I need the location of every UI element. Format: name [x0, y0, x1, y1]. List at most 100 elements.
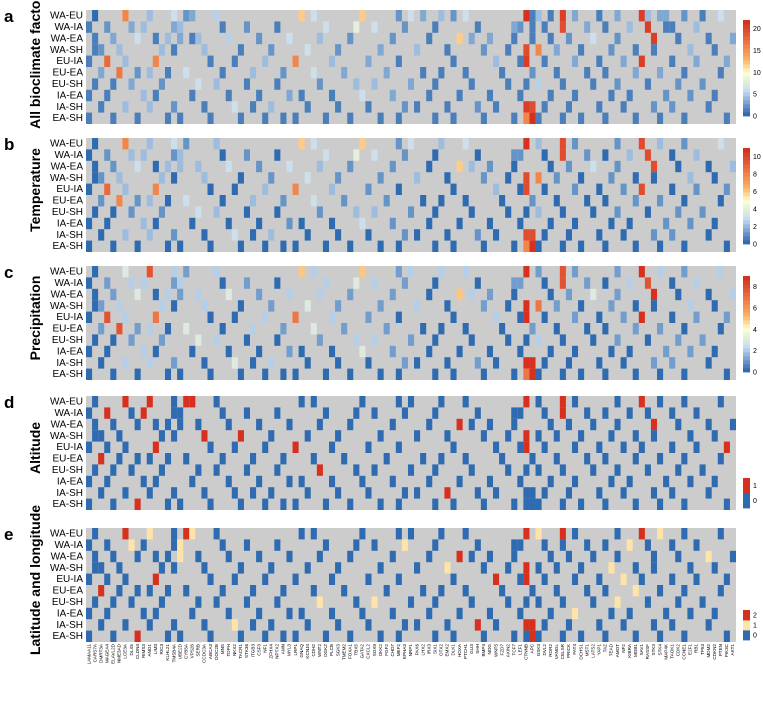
- heatmap-cell: [474, 101, 481, 113]
- heatmap-cell: [116, 44, 123, 56]
- heatmap-cell: [116, 585, 123, 597]
- heatmap-cell: [304, 300, 311, 312]
- heatmap-cell: [92, 78, 99, 90]
- column-label: DVL2: [542, 644, 547, 656]
- heatmap-cell: [365, 311, 372, 323]
- heatmap-cell: [104, 217, 111, 230]
- heatmap-cell: [559, 334, 566, 346]
- column-label: PIK3C: [724, 643, 729, 657]
- heatmap-cell: [195, 288, 202, 301]
- heatmap-cell: [535, 368, 542, 380]
- heatmap-cell: [407, 10, 415, 22]
- row-label: WA-SH: [50, 173, 83, 184]
- colorbar-segment: [743, 284, 750, 289]
- heatmap-cell: [152, 288, 159, 301]
- heatmap-cell: [407, 596, 415, 608]
- colorbar-segment: [743, 24, 750, 29]
- heatmap-cell: [669, 619, 676, 631]
- heatmap-cell: [681, 67, 688, 79]
- heatmap-cell: [104, 149, 111, 161]
- column-label: DLK1: [451, 644, 456, 656]
- heatmap-cell: [626, 475, 633, 488]
- colorbar-segment: [743, 236, 750, 241]
- heatmap-cell: [347, 550, 354, 563]
- heatmap-cell: [92, 464, 99, 476]
- heatmap-cell: [602, 453, 609, 465]
- heatmap-cell: [256, 607, 263, 620]
- heatmap-cell: [596, 229, 603, 241]
- heatmap-cell: [359, 528, 366, 540]
- heatmap-cell: [614, 334, 621, 346]
- heatmap-cell: [407, 464, 415, 476]
- heatmap-cell: [213, 78, 220, 90]
- heatmap-cell: [723, 573, 730, 585]
- heatmap-cell: [219, 585, 226, 597]
- heatmap-cell: [219, 149, 226, 161]
- heatmap-cell: [104, 345, 111, 358]
- heatmap-cell: [614, 206, 621, 218]
- heatmap-cell: [681, 630, 688, 642]
- heatmap-cell: [335, 619, 342, 631]
- heatmap-cell: [322, 630, 329, 642]
- heatmap-cell: [116, 172, 123, 184]
- heatmap-cell: [164, 67, 172, 79]
- column-label: WNT2: [317, 644, 322, 657]
- column-label: TCF7: [511, 644, 516, 656]
- heatmap-cell: [657, 323, 664, 335]
- heatmap-cell: [92, 10, 99, 22]
- heatmap-cell: [316, 596, 323, 608]
- heatmap-cell: [432, 407, 439, 419]
- heatmap-cell: [237, 630, 244, 642]
- heatmap-cell: [177, 277, 184, 289]
- colorbar-segment: [743, 501, 750, 504]
- heatmap-cell: [681, 266, 688, 278]
- heatmap-cell: [541, 357, 548, 369]
- heatmap-cell: [286, 475, 293, 488]
- heatmap-cell: [292, 441, 299, 453]
- heatmap-cell: [122, 441, 129, 453]
- heatmap-cell: [438, 323, 445, 335]
- heatmap-cell: [98, 172, 105, 184]
- heatmap-cell: [395, 10, 402, 22]
- colorbar-segment: [743, 176, 750, 181]
- heatmap-cell: [468, 160, 475, 173]
- heatmap-cell: [559, 112, 566, 124]
- heatmap-cell: [414, 172, 421, 184]
- colorbar-segment: [743, 304, 750, 309]
- heatmap-cell: [140, 149, 147, 161]
- heatmap-cell: [395, 368, 402, 380]
- heatmap-cell: [250, 101, 257, 113]
- heatmap-cell: [365, 357, 372, 369]
- heatmap-cell: [164, 585, 172, 597]
- heatmap-cell: [578, 630, 585, 642]
- colorbar-tick-label: 4: [753, 327, 757, 334]
- heatmap-cell: [395, 396, 402, 408]
- column-label: CTNNB: [524, 644, 529, 660]
- heatmap-cell: [298, 138, 305, 150]
- heatmap-cell: [565, 288, 572, 301]
- heatmap-cell: [86, 21, 93, 33]
- panel-title: Precipitation: [27, 276, 43, 361]
- heatmap-cell: [395, 266, 402, 278]
- heatmap-cell: [444, 229, 451, 241]
- heatmap-cell: [86, 539, 93, 551]
- heatmap-cell: [644, 149, 651, 161]
- heatmap-cell: [669, 229, 676, 241]
- heatmap-cell: [128, 596, 135, 608]
- column-label: FZD7: [499, 644, 504, 656]
- heatmap-cell: [189, 89, 196, 102]
- heatmap-cell: [122, 229, 129, 241]
- heatmap-cell: [371, 78, 378, 90]
- heatmap-cell: [250, 357, 257, 369]
- heatmap-cell: [122, 55, 129, 67]
- heatmap-cell: [371, 334, 378, 346]
- row-label: IA-EA: [57, 476, 83, 487]
- heatmap-cell: [657, 266, 664, 278]
- colorbar-segment: [743, 630, 750, 632]
- heatmap-cell: [523, 229, 530, 241]
- heatmap-cell: [195, 464, 202, 476]
- colorbar-tick-label: 8: [753, 284, 757, 291]
- colorbar-segment: [743, 240, 750, 245]
- heatmap-cell: [286, 32, 293, 45]
- heatmap-cell: [250, 453, 257, 465]
